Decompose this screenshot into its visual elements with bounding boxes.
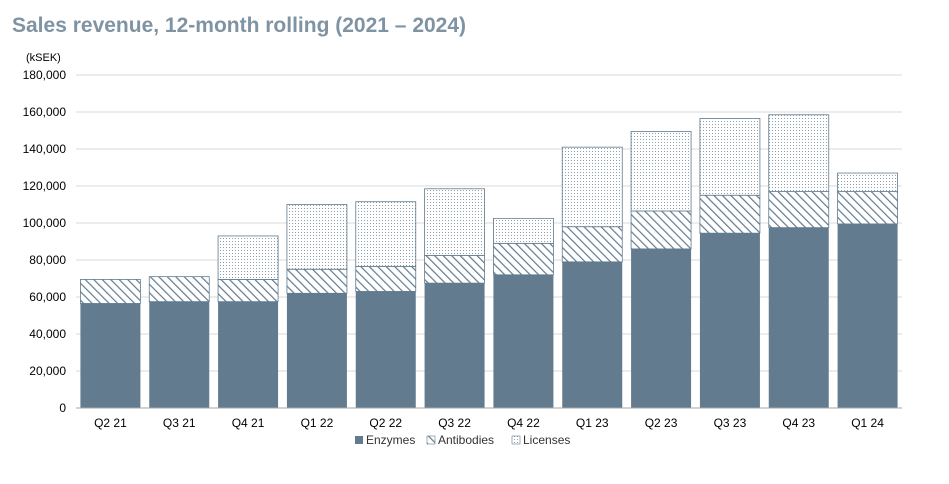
legend-label-licenses: Licenses — [523, 433, 570, 447]
bar-antibodies-q4-23 — [768, 191, 830, 229]
bar-enzymes-q4-23 — [768, 227, 829, 408]
bar-enzymes-q3-22 — [424, 283, 485, 408]
y-tick-label: 0 — [59, 401, 66, 415]
bar-licenses-q4-23 — [768, 114, 830, 192]
y-tick-label: 60,000 — [29, 290, 66, 304]
bar-antibodies-q2-21 — [80, 279, 141, 304]
bar-antibodies-q1-24 — [837, 191, 898, 225]
bar-antibodies-q4-21 — [217, 279, 279, 303]
y-tick-label: 40,000 — [29, 327, 66, 341]
bar-enzymes-q1-24 — [837, 223, 898, 408]
y-tick-label: 20,000 — [29, 364, 66, 378]
chart-title: Sales revenue, 12-month rolling (2021 – … — [12, 14, 467, 37]
bar-enzymes-q1-22 — [286, 293, 347, 408]
bars — [80, 114, 898, 408]
bar-antibodies-q2-22 — [355, 266, 417, 292]
bar-enzymes-q2-23 — [631, 248, 692, 408]
x-tick-label: Q3 23 — [714, 416, 747, 430]
bar-enzymes-q2-21 — [80, 303, 141, 408]
y-tick-label: 180,000 — [23, 68, 67, 82]
axes: 0 20,000 40,000 60,000 80,000 100,000 120,000 1… — [23, 68, 902, 430]
bar-antibodies-q1-23 — [561, 226, 623, 263]
bar-licenses-q4-21 — [217, 235, 279, 280]
bar-enzymes-q1-23 — [562, 261, 623, 408]
x-tick-label: Q4 21 — [232, 416, 265, 430]
x-tick-label: Q3 21 — [163, 416, 196, 430]
x-tick-label: Q1 22 — [301, 416, 334, 430]
x-tick-label: Q1 23 — [576, 416, 609, 430]
x-tick-label: Q4 22 — [507, 416, 540, 430]
x-tick-label: Q2 23 — [645, 416, 678, 430]
bar-antibodies-q3-23 — [699, 194, 761, 234]
bar-licenses-q3-23 — [699, 118, 761, 196]
bar-enzymes-q3-21 — [149, 301, 210, 408]
y-tick-label: 100,000 — [23, 216, 67, 230]
legend-swatch-enzymes — [355, 436, 363, 444]
x-tick-label: Q2 21 — [94, 416, 127, 430]
unit-label: (kSEK) — [26, 52, 61, 64]
x-tick-label: Q2 22 — [369, 416, 402, 430]
y-tick-label: 80,000 — [29, 253, 66, 267]
y-tick-label: 120,000 — [23, 179, 67, 193]
bar-antibodies-q2-23 — [630, 210, 692, 250]
legend-label-enzymes: Enzymes — [366, 433, 415, 447]
x-tick-label: Q3 22 — [438, 416, 471, 430]
bar-licenses-q1-22 — [286, 204, 348, 270]
x-tick-label: Q1 24 — [851, 416, 884, 430]
bar-antibodies-q3-22 — [424, 254, 485, 284]
x-tick-label: Q4 23 — [782, 416, 815, 430]
bar-antibodies-q1-22 — [286, 268, 348, 294]
bar-enzymes-q4-22 — [493, 274, 554, 408]
bar-enzymes-q2-22 — [355, 291, 416, 408]
y-tick-label: 140,000 — [23, 142, 67, 156]
bar-enzymes-q4-21 — [218, 301, 279, 408]
bar-antibodies-q3-21 — [148, 276, 210, 303]
bar-licenses-q2-22 — [355, 201, 417, 267]
bar-licenses-q1-24 — [837, 172, 898, 192]
legend-swatch-licenses — [511, 435, 521, 445]
legend-label-antibodies: Antibodies — [438, 433, 494, 447]
y-tick-label: 160,000 — [23, 105, 67, 119]
bar-antibodies-q4-22 — [493, 242, 554, 276]
legend-swatch-antibodies — [426, 435, 436, 445]
bar-licenses-q2-23 — [630, 131, 692, 212]
bar-licenses-q3-22 — [424, 188, 485, 256]
legend: Enzymes Antibodies Licenses — [355, 433, 570, 447]
bar-licenses-q4-22 — [493, 217, 554, 244]
bar-enzymes-q3-23 — [699, 233, 760, 408]
gridlines — [76, 74, 902, 372]
bar-licenses-q1-23 — [561, 146, 623, 228]
